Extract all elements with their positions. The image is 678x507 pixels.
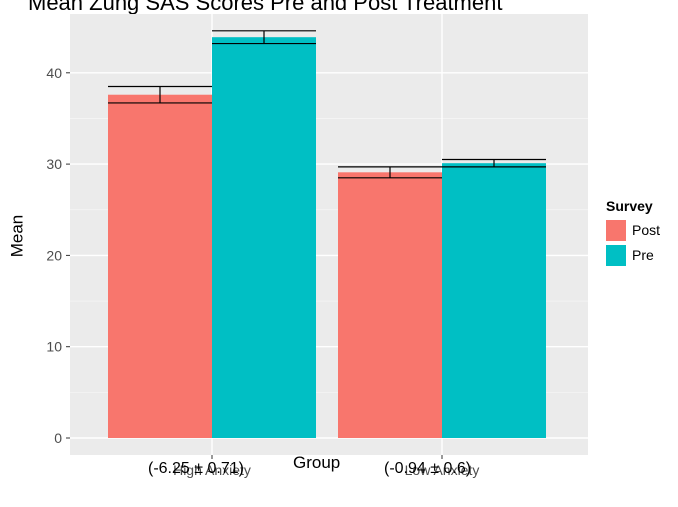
bar-post-low-anxiety (338, 172, 442, 438)
legend-swatch-pre (606, 244, 626, 266)
legend-label-post: Post (632, 222, 661, 238)
bar-pre-high-anxiety (212, 37, 316, 439)
y-axis-label: Mean (7, 214, 27, 258)
legend-label-pre: Pre (632, 247, 654, 263)
y-tick-label: 10 (46, 339, 62, 355)
x-axis-label: Group (293, 453, 341, 472)
legend-item-pre: Pre (606, 243, 660, 267)
legend-item-post: Post (606, 218, 660, 242)
x-tick-label: High Anxiety (173, 462, 251, 478)
y-tick-label: 40 (46, 65, 62, 81)
y-tick-label: 30 (46, 156, 62, 172)
category-note-low-anxiety: (-0.94 ± 0.6) (384, 460, 472, 477)
legend-swatch-post (606, 219, 626, 241)
legend: Survey Post Pre (606, 198, 660, 268)
legend-title: Survey (606, 198, 653, 214)
y-tick-label: 20 (46, 247, 62, 263)
y-tick-label: 0 (54, 430, 62, 446)
bar-pre-low-anxiety (442, 163, 546, 438)
category-note-high-anxiety: (-6.25 ± 0.71) (148, 460, 244, 477)
bar-post-high-anxiety (108, 94, 212, 438)
x-tick-label: Low Anxiety (405, 462, 480, 478)
chart-title: Mean Zung SAS Scores Pre and Post Treatm… (28, 0, 503, 15)
